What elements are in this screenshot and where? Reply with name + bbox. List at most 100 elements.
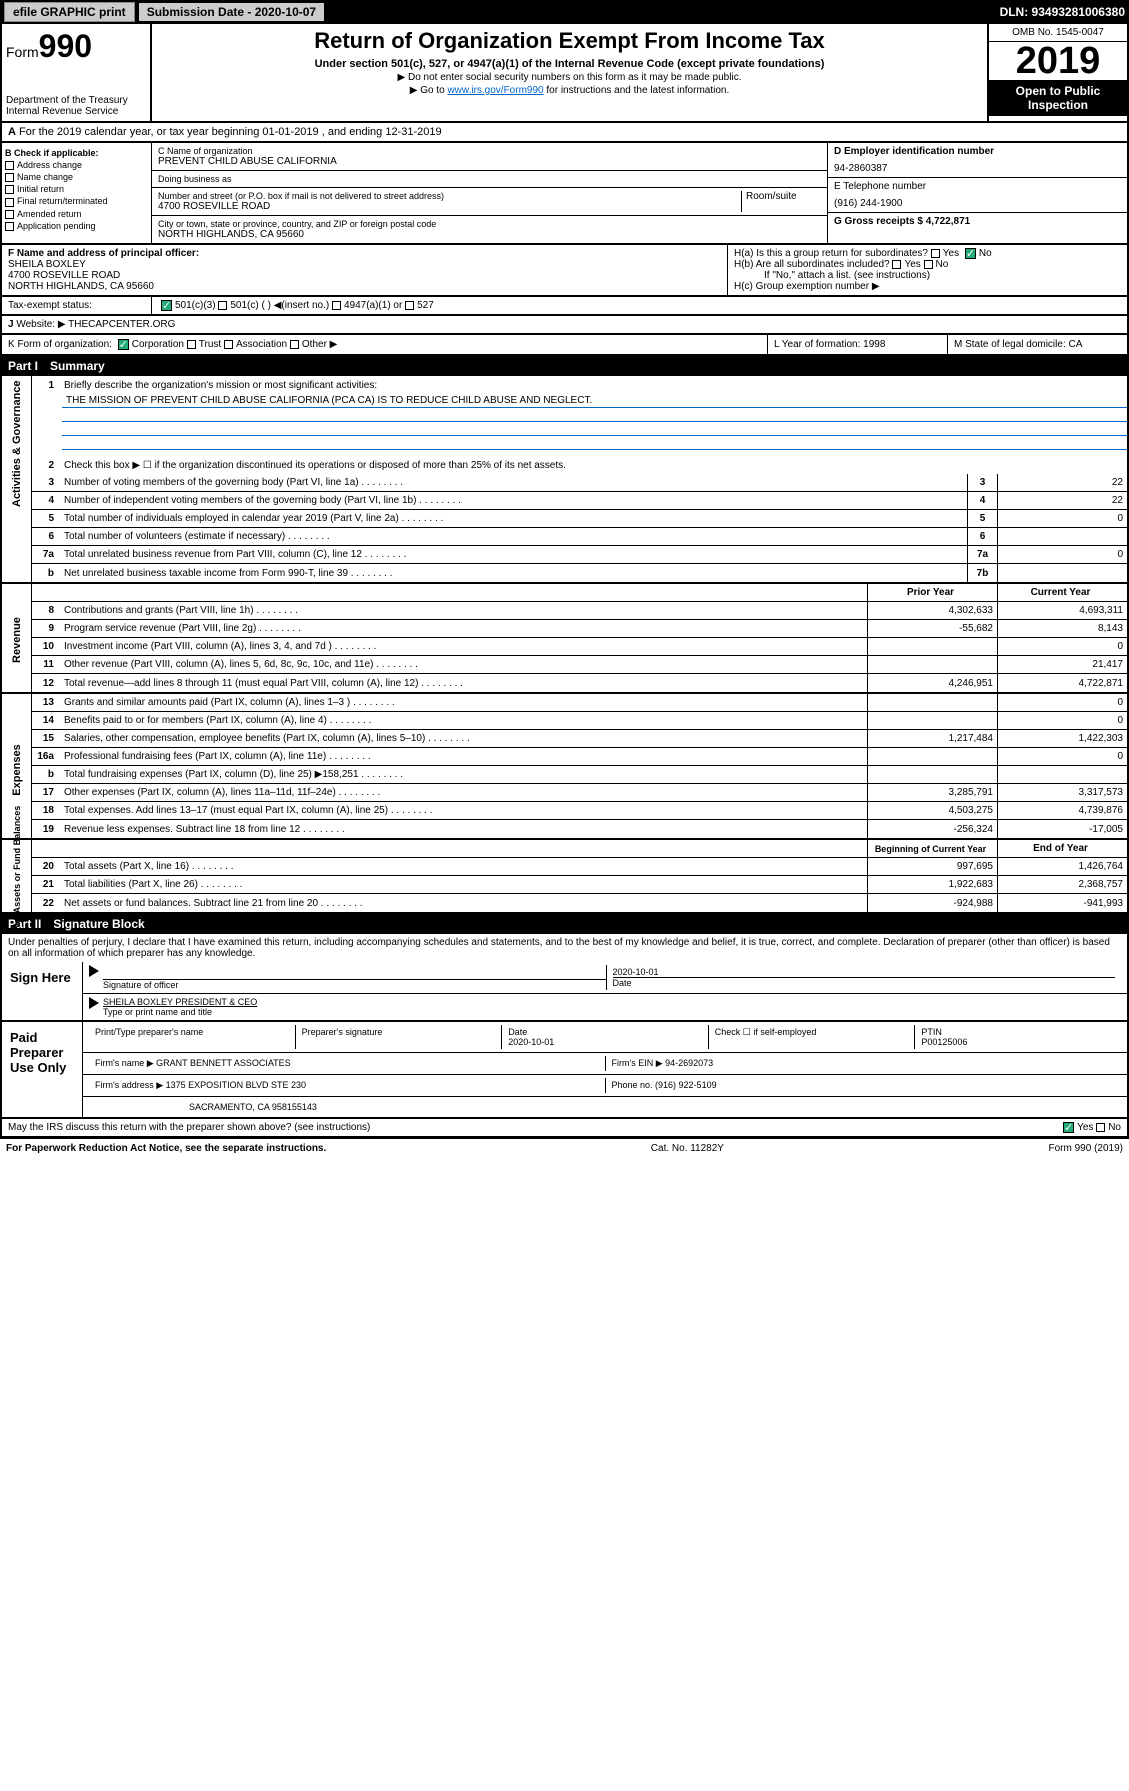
org-city: NORTH HIGHLANDS, CA 95660 [158, 229, 821, 240]
paid-preparer-label: Paid Preparer Use Only [2, 1022, 82, 1117]
line-box: 6 [967, 528, 997, 545]
prep-name-label: Print/Type preparer's name [89, 1025, 295, 1049]
chk-final[interactable]: Final return/terminated [5, 196, 148, 206]
footer-left: For Paperwork Reduction Act Notice, see … [6, 1143, 326, 1154]
city-label: City or town, state or province, country… [158, 219, 821, 229]
current-val: 3,317,573 [997, 784, 1127, 801]
prior-val: -256,324 [867, 820, 997, 838]
website-value[interactable]: THECAPCENTER.ORG [68, 319, 175, 330]
line2-text: Check this box ▶ ☐ if the organization d… [60, 458, 1127, 473]
revenue-section: Revenue Prior YearCurrent Year 8Contribu… [0, 584, 1129, 694]
efile-btn[interactable]: efile GRAPHIC print [4, 2, 135, 22]
line-val: 0 [997, 546, 1127, 563]
section-fgh: F Name and address of principal officer:… [0, 245, 1129, 297]
ptin-label: PTIN [921, 1027, 1115, 1037]
name-title-label: Type or print name and title [103, 1007, 1121, 1017]
col-f-officer: F Name and address of principal officer:… [2, 245, 727, 295]
current-val: 4,739,876 [997, 802, 1127, 819]
chk-initial[interactable]: Initial return [5, 184, 148, 194]
col-b-header: B Check if applicable: [5, 148, 148, 158]
chk-501c3[interactable] [161, 300, 172, 311]
dln: DLN: 93493281006380 [1000, 5, 1125, 19]
line-val: 22 [997, 492, 1127, 509]
form-number: Form990 [6, 28, 146, 65]
mission-blank3 [62, 436, 1127, 450]
line-text: Other expenses (Part IX, column (A), lin… [60, 785, 867, 800]
chk-name[interactable]: Name change [5, 172, 148, 182]
line-text: Total revenue—add lines 8 through 11 (mu… [60, 676, 867, 691]
line-text: Grants and similar amounts paid (Part IX… [60, 695, 867, 710]
current-val: 4,693,311 [997, 602, 1127, 619]
prior-val: 1,217,484 [867, 730, 997, 747]
h-c: H(c) Group exemption number ▶ [734, 281, 1121, 292]
section-bcd: B Check if applicable: Address change Na… [0, 143, 1129, 245]
col-h-group: H(a) Is this a group return for subordin… [727, 245, 1127, 295]
officer-addr: 4700 ROSEVILLE ROAD [8, 270, 721, 281]
page-footer: For Paperwork Reduction Act Notice, see … [0, 1138, 1129, 1158]
ein-value: 94-2860387 [834, 163, 1121, 174]
current-val: 1,422,303 [997, 730, 1127, 747]
prior-val [867, 638, 997, 655]
line-val [997, 564, 1127, 582]
chk-amended[interactable]: Amended return [5, 209, 148, 219]
current-val: 0 [997, 748, 1127, 765]
line-text: Net assets or fund balances. Subtract li… [60, 896, 867, 911]
footer-right: Form 990 (2019) [1049, 1143, 1123, 1154]
line-text: Program service revenue (Part VIII, line… [60, 621, 867, 636]
current-val [997, 766, 1127, 783]
org-address: 4700 ROSEVILLE ROAD [158, 201, 741, 212]
current-val: 1,426,764 [997, 858, 1127, 875]
current-val: 2,368,757 [997, 876, 1127, 893]
row-j-website: J Website: ▶ THECAPCENTER.ORG [0, 316, 1129, 335]
gross-receipts: G Gross receipts $ 4,722,871 [828, 213, 1127, 230]
firm-phone: Phone no. (916) 922-5109 [605, 1078, 1122, 1093]
col-b-checkboxes: B Check if applicable: Address change Na… [2, 143, 152, 243]
vlabel-net: Net Assets or Fund Balances [12, 830, 22, 930]
officer-city: NORTH HIGHLANDS, CA 95660 [8, 281, 721, 292]
prior-val: 4,503,275 [867, 802, 997, 819]
prior-val [867, 712, 997, 729]
prior-val: -55,682 [867, 620, 997, 637]
line-text: Total liabilities (Part X, line 26) [60, 877, 867, 892]
net-assets-section: Net Assets or Fund Balances Beginning of… [0, 840, 1129, 914]
prior-val [867, 748, 997, 765]
tax-year: 2019 [989, 42, 1127, 80]
current-year-hdr: Current Year [997, 584, 1127, 601]
tax-status-label: Tax-exempt status: [2, 297, 152, 314]
chk-address[interactable]: Address change [5, 160, 148, 170]
current-val: 0 [997, 638, 1127, 655]
line-val [997, 528, 1127, 545]
officer-name: SHEILA BOXLEY [8, 259, 721, 270]
prep-sig-label: Preparer's signature [295, 1025, 502, 1049]
line-text: Number of independent voting members of … [60, 493, 967, 508]
vlabel-revenue: Revenue [11, 595, 23, 685]
part2-header: Part IISignature Block [0, 914, 1129, 934]
line-text: Total assets (Part X, line 16) [60, 859, 867, 874]
chk-pending[interactable]: Application pending [5, 221, 148, 231]
prior-val: 997,695 [867, 858, 997, 875]
line-text: Investment income (Part VIII, column (A)… [60, 639, 867, 654]
firm-name: Firm's name ▶ GRANT BENNETT ASSOCIATES [89, 1056, 605, 1071]
perjury-text: Under penalties of perjury, I declare th… [0, 934, 1129, 962]
sig-date: 2020-10-01 [613, 967, 1116, 977]
firm-addr: Firm's address ▶ 1375 EXPOSITION BLVD ST… [89, 1078, 605, 1093]
top-bar: efile GRAPHIC print Submission Date - 20… [0, 0, 1129, 24]
tel-label: E Telephone number [834, 181, 1121, 192]
org-name: PREVENT CHILD ABUSE CALIFORNIA [158, 156, 821, 167]
open-public: Open to Public Inspection [989, 80, 1127, 116]
mission-text: THE MISSION OF PREVENT CHILD ABUSE CALIF… [62, 394, 1127, 408]
current-val: 8,143 [997, 620, 1127, 637]
footer-mid: Cat. No. 11282Y [651, 1143, 724, 1154]
part1-header: Part ISummary [0, 356, 1129, 376]
current-val: 0 [997, 712, 1127, 729]
governance-section: Activities & Governance 1Briefly describ… [0, 376, 1129, 584]
prior-val: 1,922,683 [867, 876, 997, 893]
ein-label: D Employer identification number [834, 146, 1121, 157]
line-text: Total unrelated business revenue from Pa… [60, 547, 967, 562]
line-text: Revenue less expenses. Subtract line 18 … [60, 822, 867, 837]
irs-link[interactable]: www.irs.gov/Form990 [447, 85, 543, 96]
line-text: Total expenses. Add lines 13–17 (must eq… [60, 803, 867, 818]
check-self-employed[interactable]: Check ☐ if self-employed [708, 1025, 915, 1049]
prior-val: 4,302,633 [867, 602, 997, 619]
line-text: Total number of individuals employed in … [60, 511, 967, 526]
